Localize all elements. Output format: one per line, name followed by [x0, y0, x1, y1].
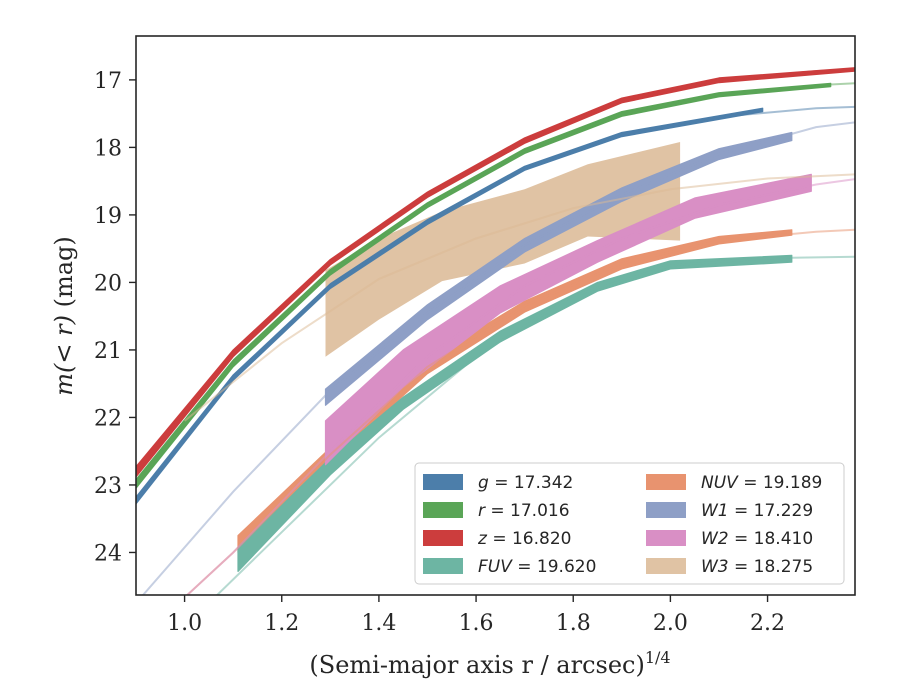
- model-curve-w1: [141, 121, 855, 595]
- legend-swatch: [423, 502, 463, 518]
- legend-label: W1 = 17.229: [701, 501, 813, 521]
- y-tick-label: 19: [94, 204, 122, 229]
- legend-swatch: [646, 502, 686, 518]
- x-tick-label: 1.6: [459, 611, 494, 636]
- band-w3: [325, 142, 681, 357]
- legend-item-w1: W1 = 17.229: [646, 501, 813, 521]
- model-curve-z: [136, 68, 855, 473]
- legend-label: W3 = 18.275: [701, 557, 813, 577]
- x-axis-label-text: (Semi-major axis r / arcsec): [309, 651, 644, 679]
- y-axis-label-unit: (mag): [50, 236, 78, 315]
- x-tick-label: 1.2: [264, 611, 299, 636]
- band-z: [136, 67, 855, 478]
- model-curves: [136, 68, 855, 595]
- band-w1: [324, 131, 793, 406]
- y-tick-label: 17: [94, 69, 122, 94]
- legend-label: W2 = 18.410: [701, 529, 813, 549]
- band-w2: [324, 173, 812, 466]
- band-r: [136, 82, 832, 489]
- x-tick-label: 1.8: [556, 611, 591, 636]
- legend-swatch: [423, 558, 463, 574]
- legend-label: g = 17.342: [478, 473, 573, 493]
- y-tick-label: 24: [94, 541, 122, 566]
- legend-item-r: r = 17.016: [423, 501, 570, 521]
- band-g: [136, 107, 764, 505]
- legend-swatch: [646, 530, 686, 546]
- model-curve-fuv: [215, 255, 855, 595]
- model-curve-w3: [183, 173, 855, 422]
- legend-label: z = 16.820: [477, 529, 571, 549]
- y-axis-label-math: m(< r): [50, 315, 78, 396]
- x-tick-label: 1.4: [361, 611, 396, 636]
- y-axis-label: m(< r) (mag): [50, 236, 78, 396]
- legend-item-nuv: NUV = 19.189: [646, 473, 822, 493]
- band-fuv: [237, 254, 793, 572]
- legend-swatch: [646, 474, 686, 490]
- model-curve-r: [136, 82, 855, 486]
- legend-item-fuv: FUV = 19.620: [423, 557, 596, 577]
- legend-item-z: z = 16.820: [423, 529, 571, 549]
- legend-swatch: [423, 530, 463, 546]
- x-axis-label: (Semi-major axis r / arcsec)1/4: [309, 648, 670, 679]
- legend-item-w3: W3 = 18.275: [646, 557, 813, 577]
- y-tick-label: 20: [94, 271, 122, 296]
- y-tick-label: 21: [94, 339, 122, 364]
- y-tick-label: 22: [94, 406, 122, 431]
- y-tick-label: 23: [94, 474, 122, 499]
- x-tick-label: 1.0: [167, 611, 202, 636]
- legend-label: r = 17.016: [478, 501, 570, 521]
- legend-label: NUV = 19.189: [701, 473, 822, 493]
- legend-item-w2: W2 = 18.410: [646, 529, 813, 549]
- legend-swatch: [646, 558, 686, 574]
- legend-swatch: [423, 474, 463, 490]
- plot-frame: [135, 35, 856, 596]
- model-curve-g: [136, 105, 855, 503]
- legend-item-g: g = 17.342: [423, 473, 573, 493]
- x-tick-label: 2.2: [750, 611, 785, 636]
- legend-label: FUV = 19.620: [478, 557, 596, 577]
- x-tick-label: 2.0: [653, 611, 688, 636]
- y-tick-label: 18: [94, 136, 122, 161]
- y-axis-ticks: 17 18 19 20 21 22 23 24: [94, 69, 136, 566]
- model-curve-w2: [185, 178, 855, 595]
- legend: g = 17.342 r = 17.016 z = 16.820 FUV = 19.6…: [414, 462, 845, 585]
- x-axis-label-exponent: 1/4: [645, 648, 671, 667]
- legend-box: [414, 462, 845, 585]
- x-axis-ticks: 1.0 1.2 1.4 1.6 1.8 2.0 2.2: [167, 595, 785, 636]
